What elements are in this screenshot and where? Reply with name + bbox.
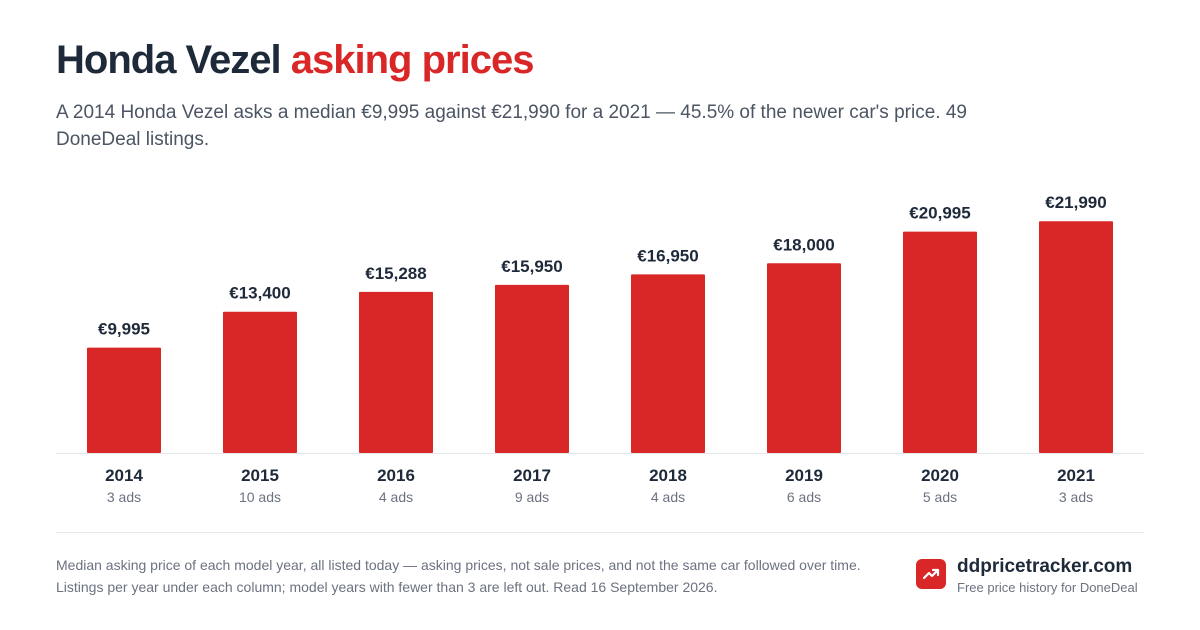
bar	[223, 311, 297, 453]
ad-count-label: 10 ads	[239, 489, 281, 505]
ad-count-label: 6 ads	[787, 489, 821, 505]
x-tick-label: 2017	[513, 466, 551, 485]
title-main: Honda Vezel	[56, 38, 282, 82]
brand-tagline: Free price history for DoneDeal	[957, 580, 1138, 595]
x-tick-label: 2018	[649, 466, 687, 485]
title-accent: asking prices	[290, 38, 535, 82]
x-tick-label: 2015	[241, 466, 279, 485]
ad-count-label: 3 ads	[107, 489, 141, 505]
brand[interactable]: ddpricetracker.com Free price history fo…	[916, 556, 1156, 600]
trending-up-icon	[916, 559, 946, 589]
bar	[87, 347, 161, 453]
ad-count-label: 9 ads	[515, 489, 549, 505]
bar-value-label: €16,950	[637, 246, 698, 265]
ad-count-label: 4 ads	[651, 489, 685, 505]
footer-divider	[56, 532, 1144, 533]
ad-count-label: 5 ads	[923, 489, 957, 505]
bar	[631, 274, 705, 453]
bar-value-label: €15,950	[501, 257, 562, 276]
chart-title: Honda Vezel asking prices	[56, 38, 535, 83]
bar-value-label: €15,288	[365, 264, 426, 283]
bar-value-label: €21,990	[1045, 193, 1106, 212]
x-tick-label: 2020	[921, 466, 959, 485]
x-tick-label: 2019	[785, 466, 823, 485]
x-tick-label: 2014	[105, 466, 143, 485]
x-tick-label: 2021	[1057, 466, 1095, 485]
bar	[903, 231, 977, 453]
bar	[495, 284, 569, 453]
x-tick-label: 2016	[377, 466, 415, 485]
bar-value-label: €18,000	[773, 235, 834, 254]
footnote: Median asking price of each model year, …	[56, 557, 861, 595]
ad-count-label: 3 ads	[1059, 489, 1093, 505]
chart-subtitle: A 2014 Honda Vezel asks a median €9,995 …	[56, 102, 967, 150]
brand-name: ddpricetracker.com	[957, 556, 1133, 577]
bar	[1039, 221, 1113, 453]
bar	[359, 291, 433, 453]
bar	[767, 263, 841, 453]
bar-value-label: €13,400	[229, 284, 290, 303]
ad-count-label: 4 ads	[379, 489, 413, 505]
bar-chart: €9,995 2014 3 ads €13,400 2015 10 ads €15,288 2…	[56, 193, 1144, 505]
bar-value-label: €20,995	[909, 204, 970, 223]
bar-value-label: €9,995	[98, 320, 150, 339]
